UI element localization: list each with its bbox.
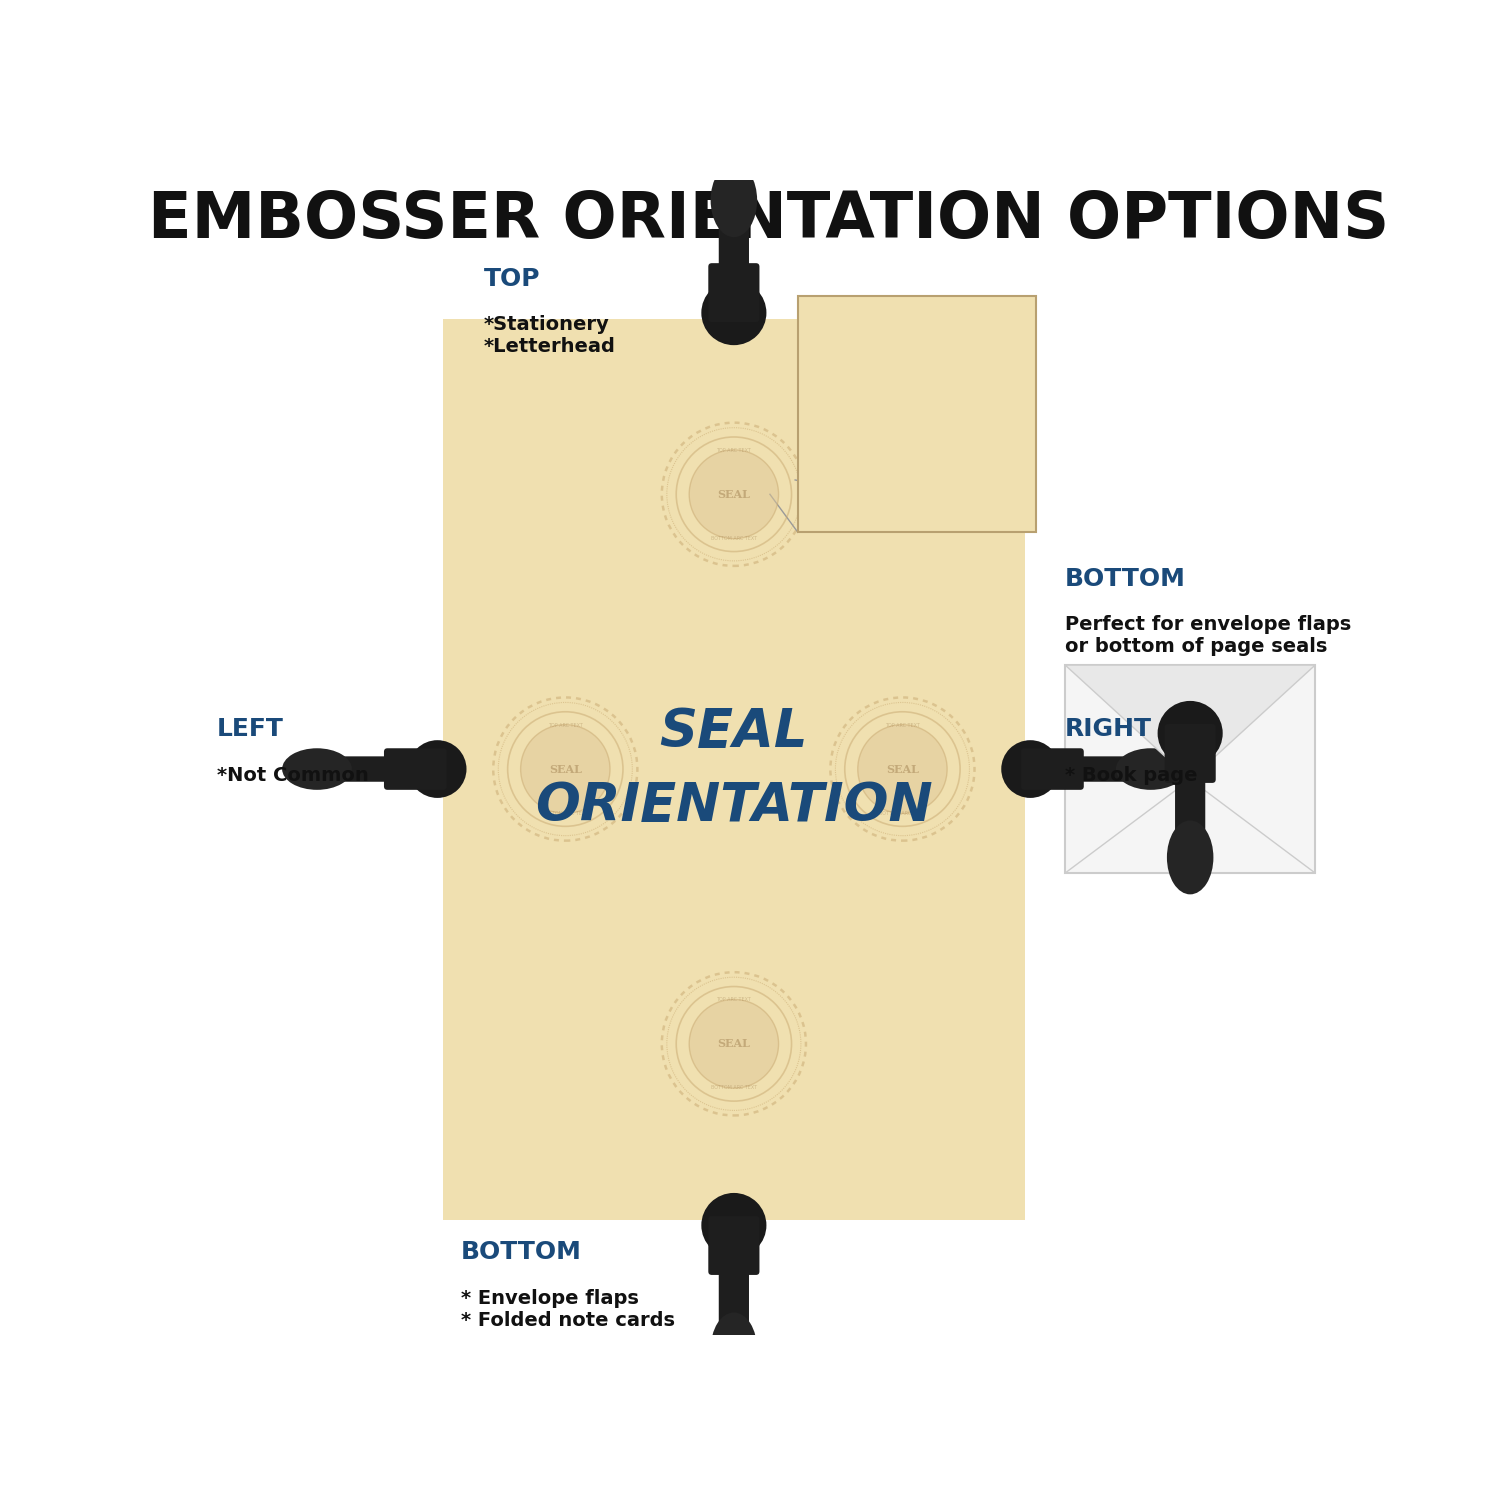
FancyBboxPatch shape [718,1254,748,1334]
Text: *Stationery
*Letterhead: *Stationery *Letterhead [484,315,616,356]
Circle shape [858,356,976,472]
Circle shape [1158,700,1222,765]
Text: BOTTOM: BOTTOM [1065,567,1186,591]
FancyBboxPatch shape [708,1216,759,1275]
Text: * Book page: * Book page [1065,765,1197,784]
Text: *Not Common: *Not Common [216,765,369,784]
Text: SEAL: SEAL [717,1038,750,1050]
FancyBboxPatch shape [718,216,748,285]
Text: TOP ARC TEXT: TOP ARC TEXT [1176,708,1204,712]
Polygon shape [1065,664,1316,780]
Circle shape [702,280,766,345]
Text: LEFT: LEFT [216,717,284,741]
Text: TOP ARC TEXT: TOP ARC TEXT [548,723,582,728]
Circle shape [688,999,778,1088]
Text: SEAL: SEAL [660,706,808,758]
Text: TOP ARC TEXT: TOP ARC TEXT [885,351,948,360]
FancyBboxPatch shape [708,262,759,322]
Ellipse shape [711,1312,758,1386]
Text: SEAL: SEAL [888,404,946,424]
Circle shape [408,740,466,798]
Text: BOTTOM ARC TEXT: BOTTOM ARC TEXT [543,810,588,816]
Text: RIGHT: RIGHT [1065,717,1152,741]
FancyBboxPatch shape [1174,762,1206,842]
FancyBboxPatch shape [332,756,406,782]
Text: BOTTOM: BOTTOM [460,1240,582,1264]
FancyBboxPatch shape [384,748,447,790]
Ellipse shape [1116,748,1185,790]
Circle shape [858,724,946,813]
FancyBboxPatch shape [798,296,1036,532]
Text: BOTTOM ARC TEXT: BOTTOM ARC TEXT [876,468,959,477]
Ellipse shape [1167,821,1214,894]
Text: ORIENTATION: ORIENTATION [536,780,933,832]
Text: SEAL: SEAL [549,764,582,774]
Circle shape [1002,740,1059,798]
Circle shape [520,724,610,813]
Text: SEAL: SEAL [717,489,750,500]
Text: * Envelope flaps
* Folded note cards: * Envelope flaps * Folded note cards [460,1288,675,1330]
FancyBboxPatch shape [1164,724,1215,783]
FancyBboxPatch shape [444,318,1024,1220]
Ellipse shape [282,748,352,790]
Text: TOP ARC TEXT: TOP ARC TEXT [885,723,920,728]
FancyBboxPatch shape [1022,748,1084,790]
Text: TOP: TOP [484,267,540,291]
Circle shape [688,450,778,538]
FancyBboxPatch shape [1060,756,1136,782]
Text: BOTTOM ARC TEXT: BOTTOM ARC TEXT [711,536,758,542]
Circle shape [1168,710,1212,753]
Text: BOTTOM ARC TEXT: BOTTOM ARC TEXT [879,810,926,816]
FancyBboxPatch shape [1065,664,1316,873]
Text: SEAL: SEAL [886,764,920,774]
Ellipse shape [711,164,758,237]
Text: BOTTOM ARC TEXT: BOTTOM ARC TEXT [711,1086,758,1090]
Text: TOP ARC TEXT: TOP ARC TEXT [717,447,752,453]
Text: SEAL: SEAL [1178,728,1203,736]
Text: Perfect for envelope flaps
or bottom of page seals: Perfect for envelope flaps or bottom of … [1065,615,1352,657]
Circle shape [702,1192,766,1257]
Text: BOTTOM ARC TEXT: BOTTOM ARC TEXT [1172,752,1209,754]
Text: EMBOSSER ORIENTATION OPTIONS: EMBOSSER ORIENTATION OPTIONS [148,189,1389,252]
Text: TOP ARC TEXT: TOP ARC TEXT [717,998,752,1002]
